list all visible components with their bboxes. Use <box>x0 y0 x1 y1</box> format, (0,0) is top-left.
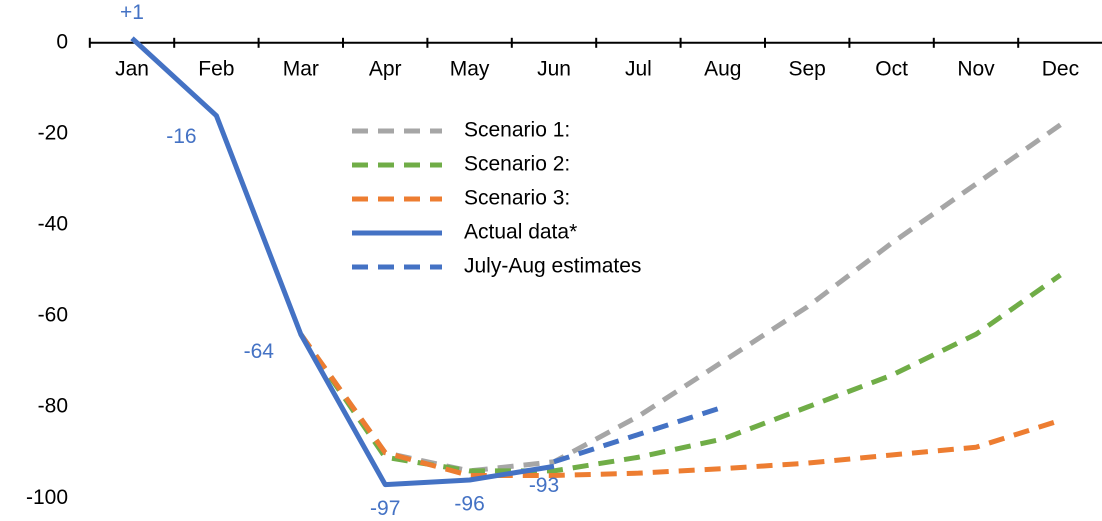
y-tick-label: 0 <box>56 30 68 53</box>
legend-label: Scenario 3: <box>464 187 570 210</box>
x-tick-label: Dec <box>1042 57 1079 80</box>
legend-label: Actual data* <box>464 221 577 244</box>
y-tick-label: -80 <box>38 395 68 418</box>
x-tick-label: Apr <box>369 57 402 80</box>
data-label: -16 <box>166 125 196 148</box>
series-line <box>553 404 724 465</box>
x-tick-label: Feb <box>198 57 234 80</box>
x-tick-label: Aug <box>704 57 741 80</box>
x-tick-label: Jan <box>115 57 149 80</box>
data-label: -93 <box>529 474 559 497</box>
data-label: -96 <box>454 493 484 516</box>
series-line <box>298 332 1062 478</box>
data-label: -97 <box>370 497 400 520</box>
x-tick-label: Nov <box>957 57 995 80</box>
y-tick-label: -40 <box>38 213 68 236</box>
legend-label: July-Aug estimates <box>464 255 641 278</box>
legend-label: Scenario 2: <box>464 153 570 176</box>
x-tick-label: Jun <box>537 57 571 80</box>
x-tick-label: Oct <box>875 57 908 80</box>
x-tick-label: Jul <box>625 57 652 80</box>
series-line <box>298 273 1062 474</box>
series-line <box>130 36 555 488</box>
y-tick-label: -20 <box>38 121 68 144</box>
legend-label: Scenario 1: <box>464 119 570 142</box>
y-tick-label: -60 <box>38 304 68 327</box>
y-tick-label: -100 <box>26 486 68 509</box>
x-tick-label: May <box>450 57 490 80</box>
data-label: +1 <box>120 1 144 24</box>
data-label: -64 <box>244 340 275 363</box>
x-tick-label: Sep <box>789 57 826 80</box>
x-tick-label: Mar <box>283 57 319 80</box>
